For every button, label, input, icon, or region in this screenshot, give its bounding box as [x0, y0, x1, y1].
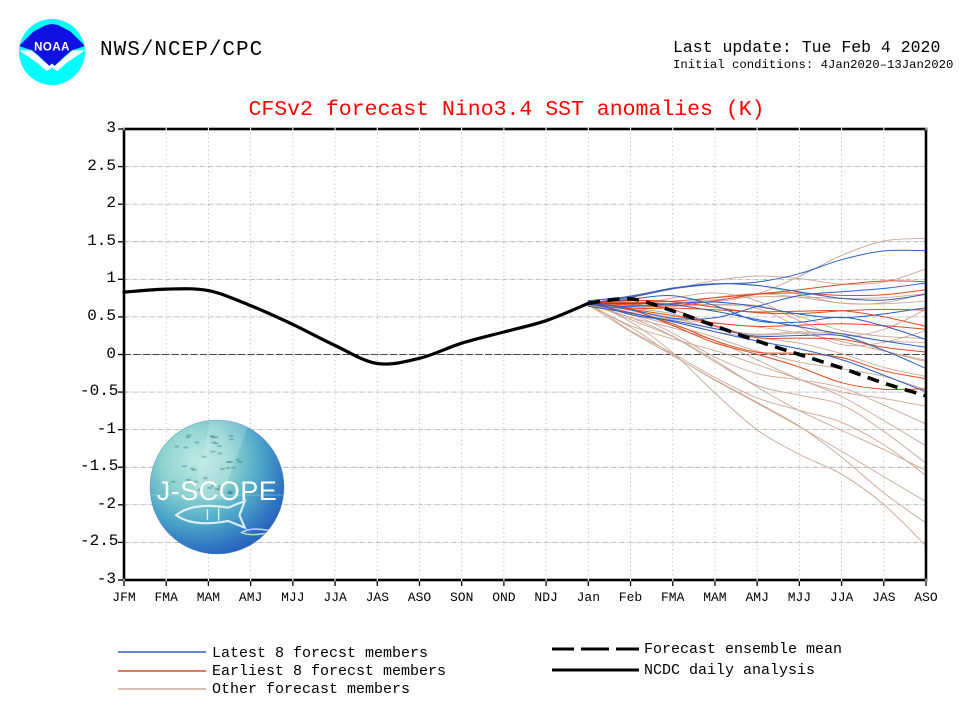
svg-text:NOAA: NOAA [34, 42, 70, 54]
svg-text:J-SCOPE: J-SCOPE [157, 476, 278, 506]
